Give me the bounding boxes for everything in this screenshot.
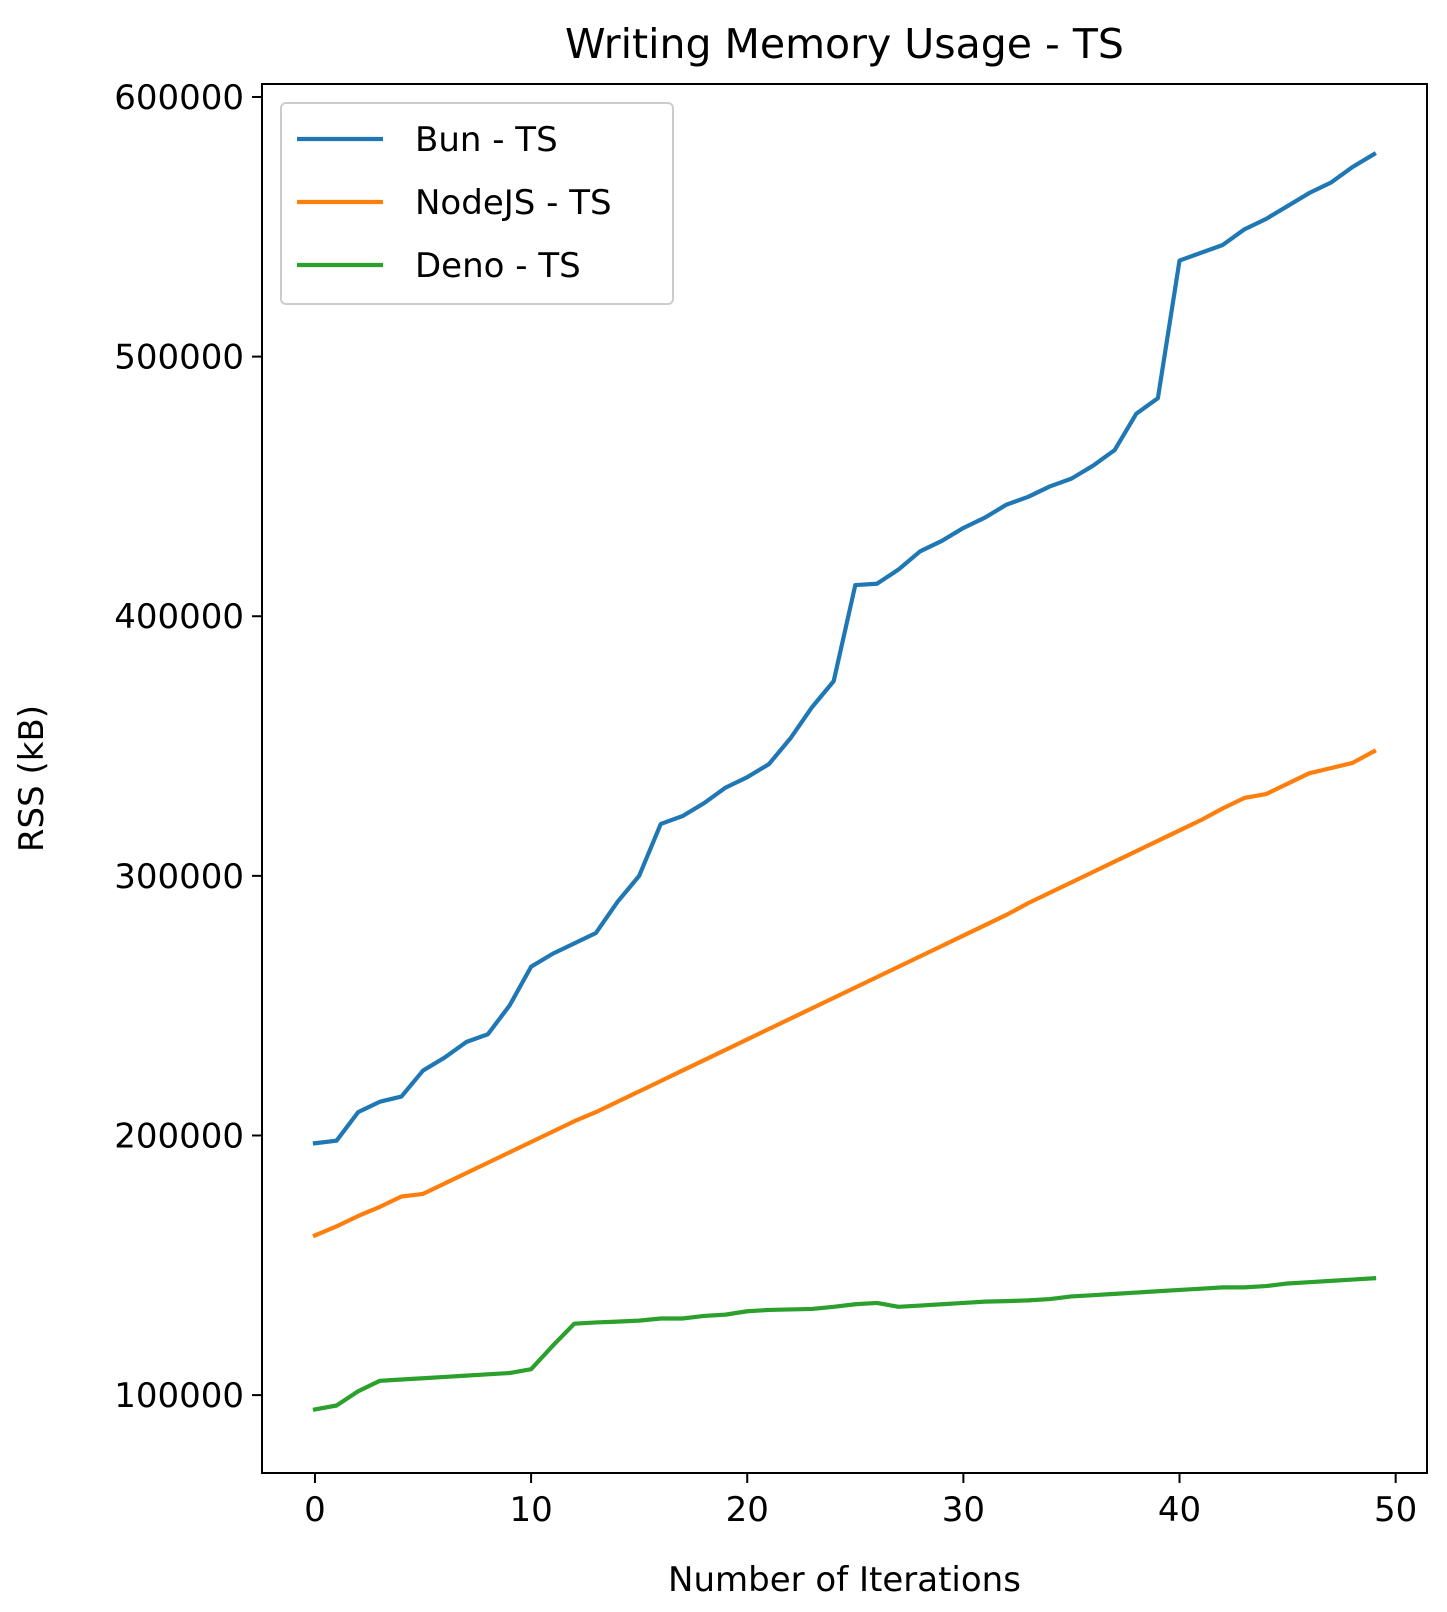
chart-title: Writing Memory Usage - TS: [565, 20, 1124, 68]
chart-legend: Bun - TS NodeJS - TS Deno - TS: [280, 102, 674, 305]
x-tick-label: 10: [509, 1490, 552, 1530]
x-tick-label: 0: [304, 1490, 326, 1530]
series-line: [312, 151, 1377, 1146]
x-tick-label: 50: [1374, 1490, 1417, 1530]
series-lines: [312, 151, 1377, 1412]
legend-label: Deno - TS: [415, 246, 581, 286]
x-tick-label: 20: [726, 1490, 769, 1530]
y-tick-label: 600000: [114, 78, 244, 118]
y-axis-title: RSS (kB): [12, 705, 52, 852]
legend-box: [280, 102, 674, 305]
series-line: [312, 1276, 1377, 1412]
y-axis-ticks: 100000 200000 300000 400000 500000 600000: [114, 78, 262, 1416]
x-tick-label: 40: [1158, 1490, 1201, 1530]
legend-label: Bun - TS: [415, 120, 558, 160]
y-tick-label: 200000: [114, 1116, 244, 1156]
y-tick-label: 300000: [114, 857, 244, 897]
y-tick-label: 100000: [114, 1376, 244, 1416]
axes-frame: [261, 83, 1428, 1474]
y-tick-label: 500000: [114, 338, 244, 378]
x-axis-title: Number of Iterations: [668, 1560, 1021, 1600]
legend-label: NodeJS - TS: [415, 183, 612, 223]
y-tick-label: 400000: [114, 597, 244, 637]
series-line: [312, 748, 1377, 1239]
x-axis-ticks: 0 10 20 30 40 50: [304, 1473, 1417, 1530]
x-tick-label: 30: [942, 1490, 985, 1530]
